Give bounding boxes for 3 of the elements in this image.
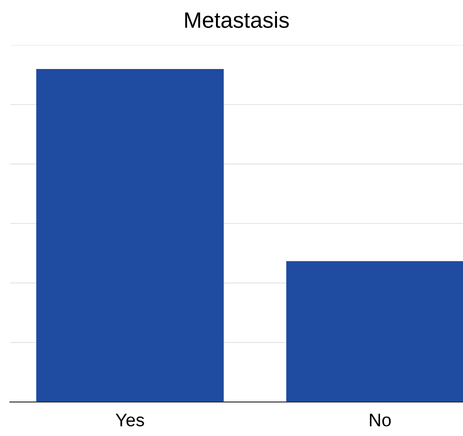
x-tick-label: No bbox=[370, 414, 391, 426]
chart-title: Metastasis bbox=[185, 12, 289, 28]
x-tick-label: Yes bbox=[116, 414, 144, 426]
